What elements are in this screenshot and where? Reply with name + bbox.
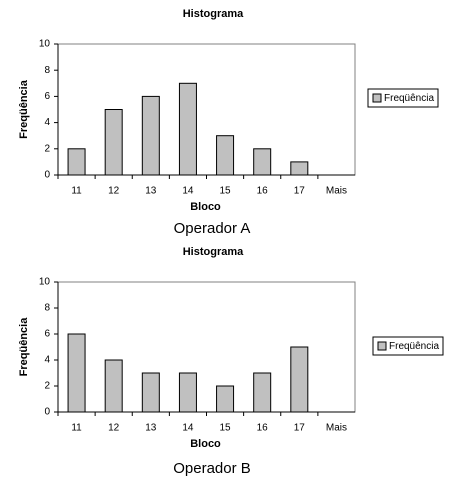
x-tick-label: 14 bbox=[182, 423, 194, 434]
y-tick-label: 4 bbox=[44, 117, 50, 128]
x-tick-label: 13 bbox=[145, 186, 157, 197]
caption: Operador B bbox=[173, 460, 251, 477]
bar bbox=[104, 359, 123, 413]
bar bbox=[104, 109, 123, 176]
x-tick-label: 13 bbox=[145, 423, 157, 434]
bar bbox=[178, 372, 197, 413]
bar bbox=[141, 372, 160, 413]
y-tick-label: 4 bbox=[44, 355, 50, 366]
x-tick-label: 16 bbox=[257, 423, 269, 434]
x-tick-label: 15 bbox=[220, 186, 232, 197]
y-tick-label: 10 bbox=[39, 39, 51, 50]
bar bbox=[290, 346, 309, 413]
y-tick-label: 2 bbox=[44, 143, 50, 154]
y-tick-label: 8 bbox=[44, 65, 50, 76]
chart: Histograma 0 2 4 6 8 10 11 12 13 14 15 16 17 Mais Freqü… bbox=[18, 8, 439, 237]
x-tick-label: 17 bbox=[294, 186, 306, 197]
plot-area bbox=[57, 281, 356, 413]
legend-label: Freqüência bbox=[384, 93, 434, 104]
bar bbox=[290, 161, 309, 176]
bar bbox=[216, 385, 235, 413]
bar bbox=[141, 95, 160, 176]
caption: Operador A bbox=[174, 220, 251, 237]
chart: Histograma 0 2 4 6 8 10 11 12 13 14 15 16 17 Mais Freqü… bbox=[18, 246, 444, 477]
legend-swatch bbox=[377, 341, 387, 351]
bar bbox=[67, 148, 86, 176]
bar bbox=[253, 372, 272, 413]
y-axis-title: Freqüência bbox=[18, 79, 30, 139]
y-tick-label: 0 bbox=[44, 170, 50, 181]
legend-swatch bbox=[372, 93, 382, 103]
bar bbox=[253, 148, 272, 176]
y-axis-title: Freqüência bbox=[18, 317, 30, 377]
x-tick-label: 12 bbox=[108, 186, 120, 197]
x-tick-label: 11 bbox=[71, 186, 82, 197]
x-tick-label: 17 bbox=[294, 423, 306, 434]
x-axis-title: Bloco bbox=[190, 201, 221, 213]
y-tick-label: 8 bbox=[44, 303, 50, 314]
bar bbox=[216, 135, 235, 176]
legend-label: Freqüência bbox=[389, 341, 439, 352]
bar bbox=[178, 82, 197, 176]
y-tick-label: 6 bbox=[44, 91, 50, 102]
chart-title: Histograma bbox=[183, 8, 244, 20]
x-tick-label: 15 bbox=[220, 423, 232, 434]
y-tick-label: 2 bbox=[44, 381, 50, 392]
x-tick-label: 11 bbox=[71, 423, 82, 434]
chart-title: Histograma bbox=[183, 246, 244, 258]
legend-box bbox=[367, 88, 439, 108]
plot-area bbox=[57, 43, 356, 176]
y-tick-label: 6 bbox=[44, 329, 50, 340]
x-tick-label: 12 bbox=[108, 423, 120, 434]
x-tick-label: Mais bbox=[326, 423, 347, 434]
y-tick-label: 0 bbox=[44, 407, 50, 418]
x-axis-title: Bloco bbox=[190, 438, 221, 450]
y-tick-label: 10 bbox=[39, 277, 51, 288]
bar bbox=[67, 333, 86, 413]
legend-box bbox=[372, 336, 444, 356]
x-tick-label: 14 bbox=[182, 186, 194, 197]
x-tick-label: 16 bbox=[257, 186, 269, 197]
x-tick-label: Mais bbox=[326, 186, 347, 197]
